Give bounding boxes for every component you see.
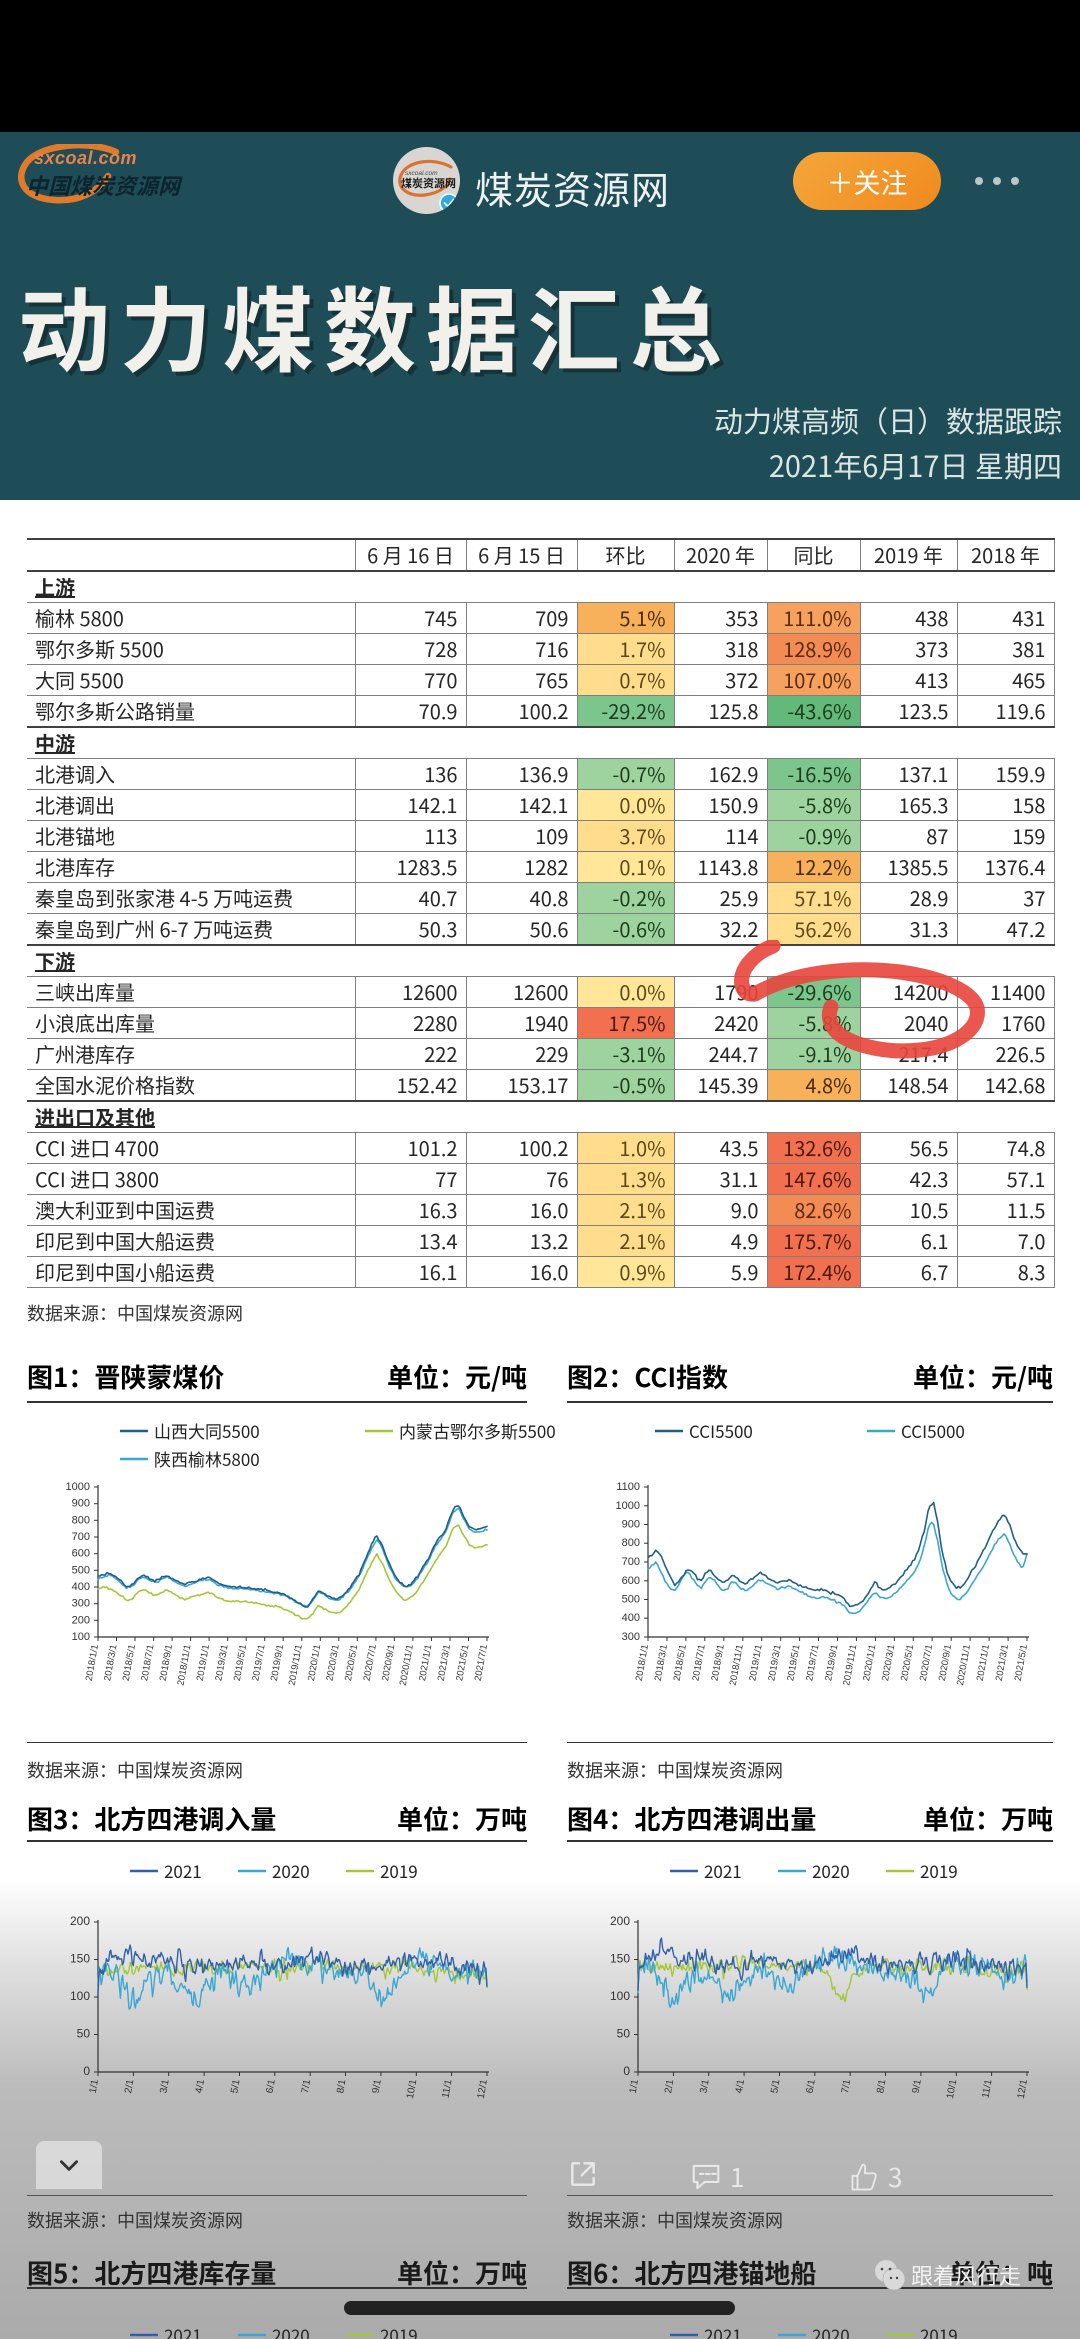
svg-text:2020/5/1: 2020/5/1 xyxy=(343,1644,360,1682)
svg-text:2021/3/1: 2021/3/1 xyxy=(994,1644,1011,1682)
svg-text:2021/1/1: 2021/1/1 xyxy=(417,1644,434,1682)
svg-text:600: 600 xyxy=(72,1548,90,1560)
svg-text:2020/11/1: 2020/11/1 xyxy=(955,1644,973,1687)
svg-text:800: 800 xyxy=(72,1514,90,1526)
svg-text:2018/11/1: 2018/11/1 xyxy=(728,1644,746,1687)
svg-text:6/1: 6/1 xyxy=(805,2078,818,2094)
svg-text:200: 200 xyxy=(610,1914,630,1928)
svg-text:2020/3/1: 2020/3/1 xyxy=(880,1644,897,1682)
svg-text:8/1: 8/1 xyxy=(875,2078,888,2094)
svg-text:5/1: 5/1 xyxy=(769,2078,782,2094)
svg-text:2020/9/1: 2020/9/1 xyxy=(937,1644,954,1682)
svg-text:11/1: 11/1 xyxy=(980,2078,994,2099)
svg-text:7/1: 7/1 xyxy=(300,2078,313,2094)
svg-text:8/1: 8/1 xyxy=(335,2078,348,2094)
svg-text:100: 100 xyxy=(70,1989,90,2003)
svg-text:2018/3/1: 2018/3/1 xyxy=(102,1644,119,1682)
svg-text:200: 200 xyxy=(70,1914,90,1928)
svg-text:11/1: 11/1 xyxy=(440,2078,454,2099)
svg-text:200: 200 xyxy=(72,1614,90,1626)
svg-text:400: 400 xyxy=(72,1581,90,1593)
svg-text:10/1: 10/1 xyxy=(945,2078,959,2100)
svg-text:100: 100 xyxy=(72,1631,90,1643)
svg-text:4/1: 4/1 xyxy=(734,2078,747,2094)
svg-text:900: 900 xyxy=(72,1498,90,1510)
svg-text:2020/3/1: 2020/3/1 xyxy=(324,1644,341,1682)
svg-text:1/1: 1/1 xyxy=(88,2078,101,2094)
svg-text:6/1: 6/1 xyxy=(265,2078,278,2094)
svg-text:2018/7/1: 2018/7/1 xyxy=(139,1644,156,1682)
svg-text:9/1: 9/1 xyxy=(371,2078,384,2094)
svg-text:2018/1/1: 2018/1/1 xyxy=(84,1644,101,1682)
svg-text:150: 150 xyxy=(610,1952,630,1966)
svg-text:150: 150 xyxy=(70,1952,90,1966)
svg-text:2018/1/1: 2018/1/1 xyxy=(634,1644,651,1682)
svg-text:700: 700 xyxy=(72,1531,90,1543)
svg-text:2019/9/1: 2019/9/1 xyxy=(269,1644,286,1682)
svg-text:0: 0 xyxy=(623,2064,630,2078)
svg-text:300: 300 xyxy=(72,1598,90,1610)
svg-text:4/1: 4/1 xyxy=(194,2078,207,2094)
svg-text:2021/5/1: 2021/5/1 xyxy=(1013,1644,1030,1682)
svg-text:10/1: 10/1 xyxy=(405,2078,419,2100)
svg-text:2021/3/1: 2021/3/1 xyxy=(436,1644,453,1682)
svg-text:5/1: 5/1 xyxy=(229,2078,242,2094)
svg-text:2018/5/1: 2018/5/1 xyxy=(121,1644,138,1682)
svg-text:2020/1/1: 2020/1/1 xyxy=(861,1644,878,1682)
svg-text:2/1: 2/1 xyxy=(123,2078,136,2094)
svg-text:2018/7/1: 2018/7/1 xyxy=(690,1644,707,1682)
svg-text:1000: 1000 xyxy=(66,1481,90,1493)
svg-text:50: 50 xyxy=(77,2027,91,2041)
svg-text:2020/7/1: 2020/7/1 xyxy=(918,1644,935,1682)
svg-text:9/1: 9/1 xyxy=(911,2078,924,2094)
svg-text:2/1: 2/1 xyxy=(663,2078,676,2094)
svg-text:2018/5/1: 2018/5/1 xyxy=(672,1644,689,1682)
svg-text:500: 500 xyxy=(622,1594,640,1606)
svg-text:2020/9/1: 2020/9/1 xyxy=(380,1644,397,1682)
svg-text:1/1: 1/1 xyxy=(628,2078,641,2094)
svg-text:400: 400 xyxy=(622,1612,640,1624)
svg-text:sxcoal.com: sxcoal.com xyxy=(34,148,137,168)
svg-text:2019/11/1: 2019/11/1 xyxy=(287,1644,305,1687)
svg-text:煤炭资源网: 煤炭资源网 xyxy=(401,175,456,191)
svg-text:2019/1/1: 2019/1/1 xyxy=(747,1644,764,1682)
svg-text:2021/5/1: 2021/5/1 xyxy=(454,1644,471,1682)
svg-text:12/1: 12/1 xyxy=(1016,2078,1030,2100)
svg-text:0: 0 xyxy=(83,2064,90,2078)
svg-text:2021/1/1: 2021/1/1 xyxy=(975,1644,992,1682)
svg-text:3/1: 3/1 xyxy=(698,2078,711,2094)
svg-text:2019/9/1: 2019/9/1 xyxy=(823,1644,840,1682)
svg-text:2019/1/1: 2019/1/1 xyxy=(195,1644,212,1682)
svg-text:12/1: 12/1 xyxy=(476,2078,490,2100)
svg-text:2018/9/1: 2018/9/1 xyxy=(158,1644,175,1682)
svg-text:2020/11/1: 2020/11/1 xyxy=(398,1644,416,1687)
svg-text:2019/5/1: 2019/5/1 xyxy=(785,1644,802,1682)
svg-text:2019/3/1: 2019/3/1 xyxy=(213,1644,230,1682)
svg-text:2020/7/1: 2020/7/1 xyxy=(362,1644,379,1682)
svg-text:2018/3/1: 2018/3/1 xyxy=(653,1644,670,1682)
svg-text:2018/11/1: 2018/11/1 xyxy=(176,1644,194,1687)
svg-text:50: 50 xyxy=(617,2027,631,2041)
svg-text:2020/5/1: 2020/5/1 xyxy=(899,1644,916,1682)
svg-text:1000: 1000 xyxy=(616,1500,640,1512)
svg-text:100: 100 xyxy=(610,1989,630,2003)
svg-text:500: 500 xyxy=(72,1564,90,1576)
svg-text:1100: 1100 xyxy=(616,1481,640,1493)
svg-text:2021/7/1: 2021/7/1 xyxy=(473,1644,490,1682)
svg-text:2019/3/1: 2019/3/1 xyxy=(766,1644,783,1682)
svg-text:2018/9/1: 2018/9/1 xyxy=(709,1644,726,1682)
svg-text:900: 900 xyxy=(622,1519,640,1531)
svg-text:800: 800 xyxy=(622,1537,640,1549)
svg-text:2019/5/1: 2019/5/1 xyxy=(232,1644,249,1682)
svg-text:700: 700 xyxy=(622,1556,640,1568)
svg-text:600: 600 xyxy=(622,1575,640,1587)
svg-text:2019/7/1: 2019/7/1 xyxy=(250,1644,267,1682)
svg-text:7/1: 7/1 xyxy=(840,2078,853,2094)
svg-text:中国煤炭资源网: 中国煤炭资源网 xyxy=(26,169,183,201)
svg-text:300: 300 xyxy=(622,1631,640,1643)
svg-text:2020/1/1: 2020/1/1 xyxy=(306,1644,323,1682)
svg-text:3/1: 3/1 xyxy=(158,2078,171,2094)
svg-text:2019/11/1: 2019/11/1 xyxy=(841,1644,859,1687)
svg-text:2019/7/1: 2019/7/1 xyxy=(804,1644,821,1682)
